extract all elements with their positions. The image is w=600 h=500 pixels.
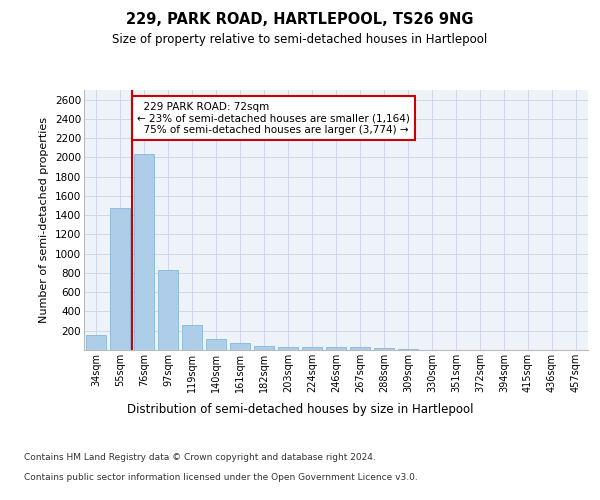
- Bar: [350, 346, 370, 350]
- Y-axis label: Number of semi-detached properties: Number of semi-detached properties: [40, 117, 49, 323]
- Bar: [302, 347, 322, 350]
- Bar: [86, 335, 106, 350]
- Text: Contains HM Land Registry data © Crown copyright and database right 2024.: Contains HM Land Registry data © Crown c…: [24, 452, 376, 462]
- Bar: [278, 346, 298, 350]
- Text: 229, PARK ROAD, HARTLEPOOL, TS26 9NG: 229, PARK ROAD, HARTLEPOOL, TS26 9NG: [126, 12, 474, 28]
- Text: Contains public sector information licensed under the Open Government Licence v3: Contains public sector information licen…: [24, 472, 418, 482]
- Bar: [182, 326, 202, 350]
- Bar: [134, 154, 154, 350]
- Text: Size of property relative to semi-detached houses in Hartlepool: Size of property relative to semi-detach…: [112, 32, 488, 46]
- Bar: [374, 348, 394, 350]
- Bar: [110, 208, 130, 350]
- Bar: [206, 339, 226, 350]
- Bar: [158, 270, 178, 350]
- Bar: [230, 343, 250, 350]
- Text: Distribution of semi-detached houses by size in Hartlepool: Distribution of semi-detached houses by …: [127, 402, 473, 415]
- Bar: [326, 347, 346, 350]
- Bar: [398, 348, 418, 350]
- Text: 229 PARK ROAD: 72sqm
← 23% of semi-detached houses are smaller (1,164)
  75% of : 229 PARK ROAD: 72sqm ← 23% of semi-detac…: [137, 102, 410, 135]
- Bar: [254, 346, 274, 350]
